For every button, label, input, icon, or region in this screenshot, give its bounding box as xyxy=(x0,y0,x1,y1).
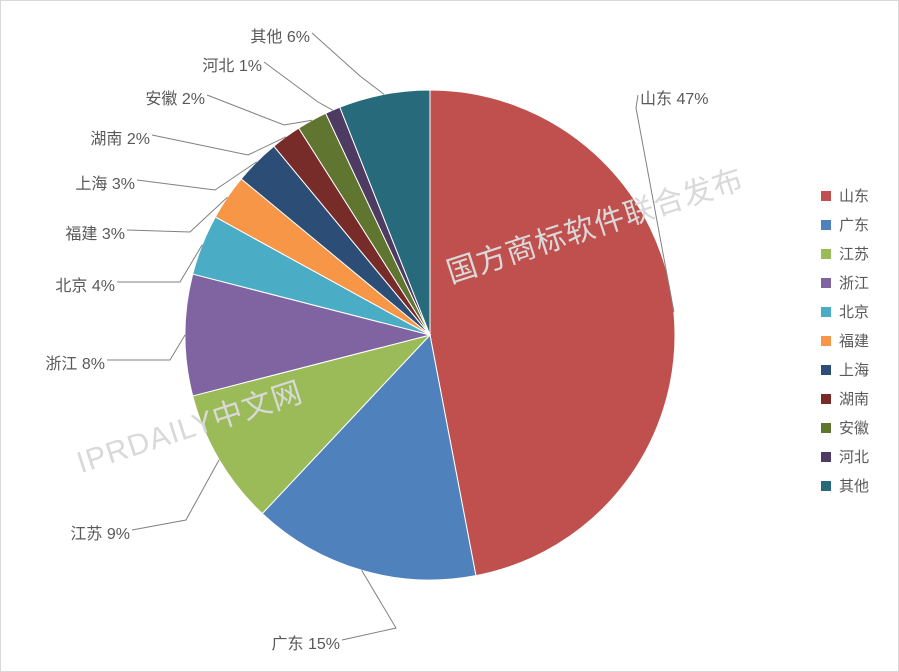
legend-swatch xyxy=(821,191,831,201)
legend-item: 安徽 xyxy=(821,417,869,438)
leader-line xyxy=(132,460,219,530)
legend-item: 江苏 xyxy=(821,243,869,264)
legend-item: 北京 xyxy=(821,301,869,322)
legend-label: 北京 xyxy=(839,301,869,322)
legend-label: 上海 xyxy=(839,359,869,380)
leader-line xyxy=(117,245,202,282)
leader-line xyxy=(342,570,396,640)
legend-label: 福建 xyxy=(839,330,869,351)
leader-line xyxy=(312,33,384,94)
legend-swatch xyxy=(821,307,831,317)
legend-item: 山东 xyxy=(821,185,869,206)
slice-label: 湖南 2% xyxy=(90,125,150,149)
legend-swatch xyxy=(821,452,831,462)
legend-swatch xyxy=(821,249,831,259)
legend-swatch xyxy=(821,423,831,433)
legend-item: 福建 xyxy=(821,330,869,351)
legend-label: 河北 xyxy=(839,446,869,467)
legend-label: 江苏 xyxy=(839,243,869,264)
slice-label: 福建 3% xyxy=(65,220,125,244)
slice-label: 河北 1% xyxy=(202,52,262,76)
legend-item: 河北 xyxy=(821,446,869,467)
legend-item: 湖南 xyxy=(821,388,869,409)
slice-label: 上海 3% xyxy=(75,170,135,194)
slice-label: 山东 47% xyxy=(640,85,708,109)
legend-swatch xyxy=(821,394,831,404)
legend-label: 湖南 xyxy=(839,388,869,409)
leader-line xyxy=(207,95,312,125)
slice-label: 浙江 8% xyxy=(45,350,105,374)
slice-label: 北京 4% xyxy=(55,272,115,296)
legend-label: 浙江 xyxy=(839,272,869,293)
legend-item: 广东 xyxy=(821,214,869,235)
slice-label: 安徽 2% xyxy=(145,85,205,109)
leader-line xyxy=(107,335,185,360)
slice-label: 江苏 9% xyxy=(70,520,130,544)
slice-label: 广东 15% xyxy=(272,630,340,654)
legend-swatch xyxy=(821,481,831,491)
leader-line xyxy=(152,135,286,155)
leader-line xyxy=(264,62,333,110)
legend-item: 浙江 xyxy=(821,272,869,293)
legend-label: 山东 xyxy=(839,185,869,206)
legend-item: 其他 xyxy=(821,475,869,496)
legend: 山东广东江苏浙江北京福建上海湖南安徽河北其他 xyxy=(821,185,869,504)
legend-item: 上海 xyxy=(821,359,869,380)
pie-slice xyxy=(430,90,675,576)
slice-label: 其他 6% xyxy=(250,23,310,47)
legend-swatch xyxy=(821,336,831,346)
pie-chart-svg xyxy=(0,0,899,672)
legend-label: 广东 xyxy=(839,214,869,235)
legend-swatch xyxy=(821,220,831,230)
legend-label: 安徽 xyxy=(839,417,869,438)
legend-swatch xyxy=(821,278,831,288)
legend-label: 其他 xyxy=(839,475,869,496)
legend-swatch xyxy=(821,365,831,375)
pie-chart-container: IPRDAILY中文网 国方商标软件联合发布 山东 47%广东 15%江苏 9%… xyxy=(0,0,899,672)
